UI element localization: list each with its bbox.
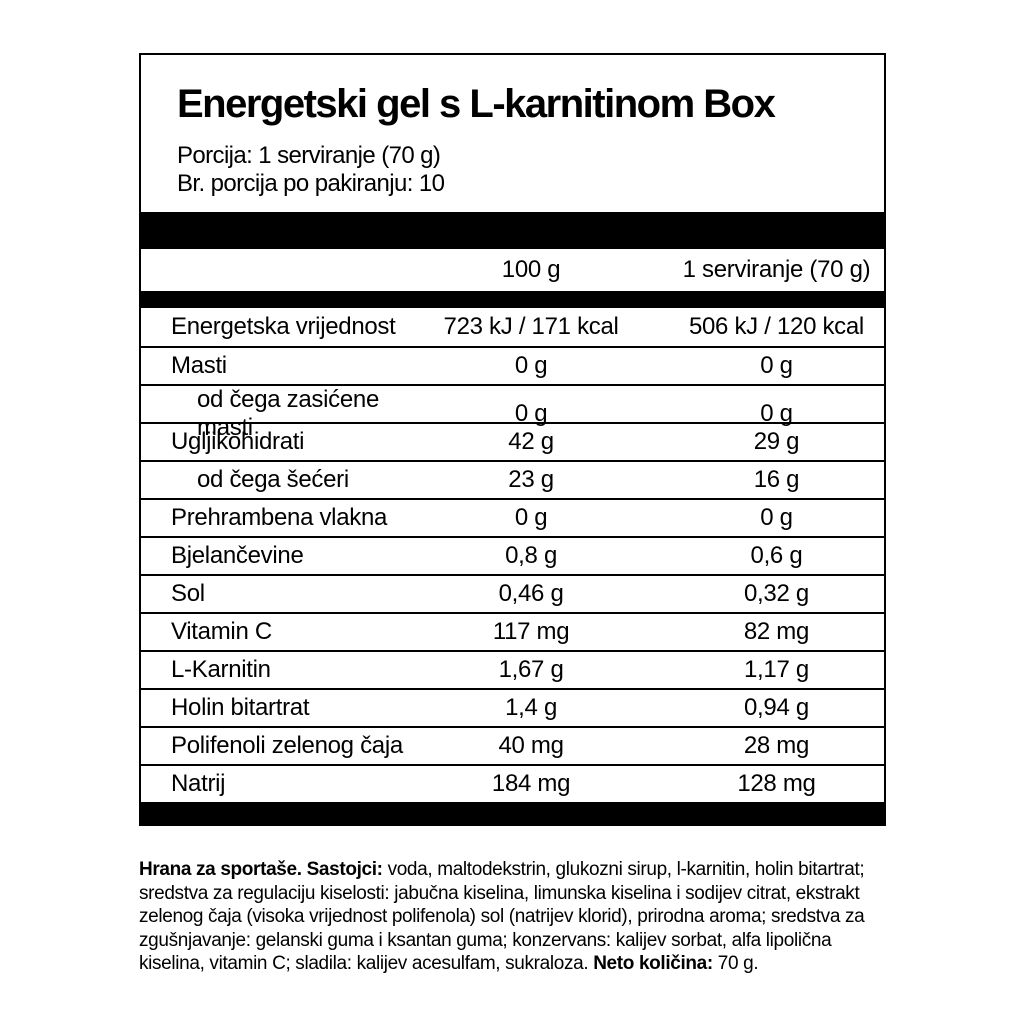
nutrient-label: Sol xyxy=(171,580,205,607)
value-per-serving: 128 mg xyxy=(737,770,816,797)
nutrient-label: Natrij xyxy=(171,770,226,797)
value-per-serving: 28 mg xyxy=(743,732,810,759)
value-per-100g: 1,4 g xyxy=(505,694,557,721)
value-per-100g: 117 mg xyxy=(492,618,570,645)
nutrient-label: Prehrambena vlakna xyxy=(171,504,388,531)
nutrient-label: Bjelančevine xyxy=(171,542,304,569)
table-row: Holin bitartrat 1,4 g 0,94 g xyxy=(141,688,884,726)
table-row: Vitamin C 117 mg 82 mg xyxy=(141,612,884,650)
value-per-serving: 82 mg xyxy=(743,618,810,645)
ingredients-paragraph: Hrana za sportaše. Sastojci: voda, malto… xyxy=(139,858,897,976)
value-per-serving: 0 g xyxy=(760,352,793,379)
nutrition-rows: Energetska vrijednost 723 kJ / 171 kcal … xyxy=(141,308,884,802)
ingredients-text: voda, maltodekstrin, glukozni sirup, l-k… xyxy=(139,859,865,974)
table-row: Sol 0,46 g 0,32 g xyxy=(141,574,884,612)
value-per-100g: 40 mg xyxy=(498,732,564,759)
table-row: od čega zasićene masti 0 g 0 g xyxy=(141,384,884,441)
column-header-row: 100 g 1 serviranje (70 g) xyxy=(141,249,884,291)
servings-per-pack-line: Br. porcija po pakiranju: 10 xyxy=(177,170,445,197)
nutrient-label: Energetska vrijednost xyxy=(171,313,396,340)
column-header-100g: 100 g xyxy=(501,256,561,283)
ingredients-intro-bold: Hrana za sportaše. Sastojci: xyxy=(139,859,383,880)
divider-bar-top xyxy=(141,212,884,249)
value-per-serving: 0,94 g xyxy=(743,694,809,721)
value-per-100g: 0,46 g xyxy=(498,580,564,607)
value-per-serving: 29 g xyxy=(753,428,800,455)
value-per-serving: 0,32 g xyxy=(743,580,809,607)
divider-bar-middle xyxy=(141,291,884,308)
value-per-serving: 506 kJ / 120 kcal xyxy=(688,313,864,340)
label-header: Energetski gel s L-karnitinom Box Porcij… xyxy=(141,55,884,212)
serving-size-line: Porcija: 1 serviranje (70 g) xyxy=(177,142,441,169)
value-per-serving: 1,17 g xyxy=(743,656,809,683)
table-row: L-Karnitin 1,67 g 1,17 g xyxy=(141,650,884,688)
value-per-100g: 42 g xyxy=(508,428,554,455)
value-per-100g: 723 kJ / 171 kcal xyxy=(443,313,619,340)
nutrient-label: Polifenoli zelenog čaja xyxy=(171,732,403,759)
value-per-serving: 0 g xyxy=(760,400,793,427)
value-per-100g: 23 g xyxy=(508,466,554,493)
nutrient-label: Vitamin C xyxy=(171,618,272,645)
nutrient-label: od čega zasićene masti xyxy=(197,386,379,441)
value-per-100g: 184 mg xyxy=(491,770,571,797)
product-title: Energetski gel s L-karnitinom Box xyxy=(177,82,776,126)
value-per-serving: 16 g xyxy=(753,466,800,493)
value-per-serving: 0,6 g xyxy=(750,542,803,569)
nutrition-label: Energetski gel s L-karnitinom Box Porcij… xyxy=(139,53,886,826)
value-per-100g: 0,8 g xyxy=(505,542,557,569)
net-quantity-label: Neto količina: xyxy=(593,953,713,974)
value-per-100g: 0 g xyxy=(514,352,548,379)
table-row: Energetska vrijednost 723 kJ / 171 kcal … xyxy=(141,308,884,346)
nutrient-label: L-Karnitin xyxy=(171,656,271,683)
table-row: Ugljikohidrati 42 g 29 g xyxy=(141,422,884,460)
table-row: od čega šećeri 23 g 16 g xyxy=(141,460,884,498)
value-per-100g: 0 g xyxy=(514,400,548,427)
table-row: Prehrambena vlakna 0 g 0 g xyxy=(141,498,884,536)
nutrient-label: Ugljikohidrati xyxy=(171,428,305,455)
value-per-serving: 0 g xyxy=(760,504,793,531)
table-row: Natrij 184 mg 128 mg xyxy=(141,764,884,802)
table-row: Polifenoli zelenog čaja 40 mg 28 mg xyxy=(141,726,884,764)
value-per-100g: 0 g xyxy=(514,504,548,531)
table-row: Masti 0 g 0 g xyxy=(141,346,884,384)
nutrient-label: Masti xyxy=(171,352,227,379)
net-quantity-value: 70 g. xyxy=(712,953,759,974)
column-header-serving: 1 serviranje (70 g) xyxy=(682,256,871,283)
divider-bar-bottom xyxy=(141,802,884,824)
nutrient-label: od čega šećeri xyxy=(197,466,349,493)
table-row: Bjelančevine 0,8 g 0,6 g xyxy=(141,536,884,574)
nutrient-label: Holin bitartrat xyxy=(171,694,310,721)
value-per-100g: 1,67 g xyxy=(498,656,564,683)
